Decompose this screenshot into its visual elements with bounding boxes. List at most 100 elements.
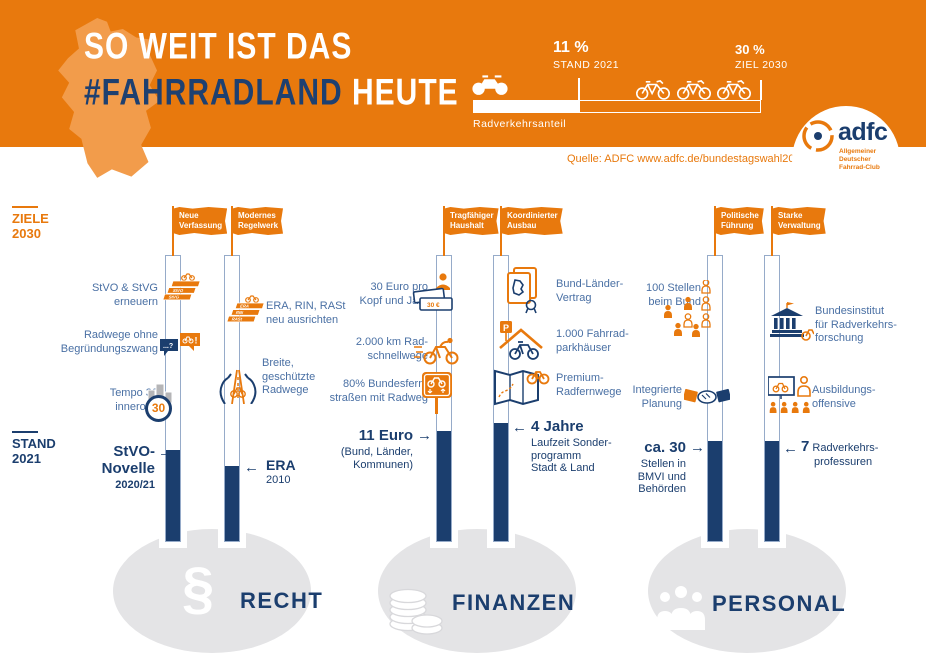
stand-detail: professuren [814,456,873,468]
protected-bike-lane-icon [219,369,257,404]
ziele-axis-label: ZIELE 2030 [12,211,49,241]
flagpole [172,206,174,256]
bike-outline-icon [716,80,752,100]
goal-flag-modernes-regelwerk: Modernes Regelwerk [233,207,284,235]
category-circle-recht [113,529,311,653]
goal-label: Bund-Länder- Vertrag [556,278,624,304]
speech-bubbles-icon: ...? ! [160,333,200,356]
stand-arrow: ← [512,419,527,436]
adfc-logo-subtitle: Allgemeiner Deutscher Fahrrad-Club [839,148,880,171]
stand-detail: 2020/21 [115,479,155,491]
stand-arrow: ← [244,459,259,476]
category-title-finanzen: FINANZEN [452,590,576,615]
stand-value: 11 Euro [358,427,413,444]
flagpole [443,206,445,256]
banknote-value: 30 € [427,302,440,309]
pole-fill [166,450,180,541]
goal-label: Integrierte Planung [632,384,682,410]
stand-arrow: → [158,444,173,461]
flagpole [500,206,502,256]
ziel-label: ZIEL 2030 [735,59,788,71]
stand-label: STAND 2021 [553,59,620,71]
pole-fill [225,466,239,541]
book-spine-label: RASt [231,317,243,322]
page-title-line2: #FAHRRADLAND HEUTE [84,73,459,114]
goal-label: Breite, geschützte Radwege [262,357,316,396]
goal-label: 2.000 km Rad- schnellwege [355,336,428,362]
contract-document-icon [507,267,537,314]
book-spine-label: RIN [235,310,244,315]
pole-fill [494,423,508,541]
progress-bar-fill [474,101,580,112]
stand-value: 11 % [553,39,589,56]
adfc-logo-text: adfc [838,118,888,146]
per-capita-money-icon: 30 € [412,273,453,311]
stand-value-line: 7 Radverkehrs- [801,438,878,456]
book-spine-label: StVG [168,295,180,300]
people-icon [657,586,705,630]
goal-label: Bundesinstitut für Radverkehrs- forschun… [815,305,897,344]
bike-outline-icon [635,80,671,100]
parking-sign-letter: P [503,323,509,333]
stand-detail: (Bund, Länder, Kommunen) [340,446,413,471]
route-map-icon [494,369,550,406]
germany-map-silhouette [58,18,160,178]
source-line: Quelle: ADFC www.adfc.de/bundestagswahl2… [567,153,807,165]
flagpole [231,206,233,256]
goal-label: StVO & StVG erneuern [91,282,158,308]
law-books-icon: StVO StVG [162,273,201,301]
pole-fill [437,431,451,541]
stand-detail: Stellen in BMVI und Behörden [637,458,686,495]
title-suffix: HEUTE [342,73,459,114]
stand-arrow: → [417,427,432,444]
category-title-recht: RECHT [240,588,324,613]
bubble-text: ...? [163,343,173,350]
stand-value: StVO- Novelle [101,443,155,477]
pole-fill [708,441,722,541]
fast-cyclist-icon [414,337,459,365]
institute-building-icon [770,302,814,341]
goal-flag-starke-verwaltung: Starke Verwaltung [773,207,826,235]
guideline-books-icon: ERA RIN RASt [226,295,265,323]
coins-icon [389,588,443,635]
goal-label: Radwege ohne Begründungszwang [60,329,158,355]
ziel-value: 30 % [735,42,765,57]
goal-label: Ausbildungs- offensive [812,384,876,410]
thermometer-pole-3 [436,255,452,542]
goal-flag-politische-fuehrung: Politische Führung [716,207,764,235]
stand-value: 4 Jahre [531,418,584,435]
stand-arrow: → [690,439,705,456]
tempo-30-sign-icon: 30 [145,395,172,422]
bike-solid-icon [472,75,508,95]
staff-group-icon [664,280,711,337]
stand-value: ca. 30 [644,439,686,456]
bike-road-sign-icon [422,372,452,414]
bike-outline-icon [676,80,712,100]
goal-label: 1.000 Fahrrad- parkhäuser [556,328,629,354]
flagpole [714,206,716,256]
adfc-logo: adfc Allgemeiner Deutscher Fahrrad-Club [792,106,900,214]
goal-label: 30 Euro pro Kopf und Jahr [359,281,429,307]
stand-axis-label: STAND 2021 [12,436,56,466]
page-title-line1: SO WEIT IST DAS [84,27,353,68]
stand-tick [578,78,580,100]
handshake-icon [684,388,730,404]
pole-fill [765,441,779,541]
stand-value-rest: Radverkehrs- [809,442,879,454]
goal-flag-tragfaehiger-haushalt: Tragfähiger Haushalt [445,207,499,235]
title-hashtag: #FAHRRADLAND [84,73,343,114]
flagpole [771,206,773,256]
category-title-personal: PERSONAL [712,591,847,616]
bike-parking-icon: P [499,321,543,360]
goal-label: 80% Bundesfern- straßen mit Radweg [329,378,428,404]
stand-arrow: ← [783,440,798,457]
book-spine-label: ERA [239,304,249,309]
goal-label: 100 Stellen beim Bund [645,282,701,308]
ziel-tick [760,80,762,100]
book-spine-label: StVO [172,288,184,293]
stand-detail: 2010 [266,474,291,486]
stand-detail: Laufzeit Sonder- programm Stadt & Land [531,437,612,474]
stand-axis-line [12,431,38,433]
ziele-axis-line [12,206,38,208]
